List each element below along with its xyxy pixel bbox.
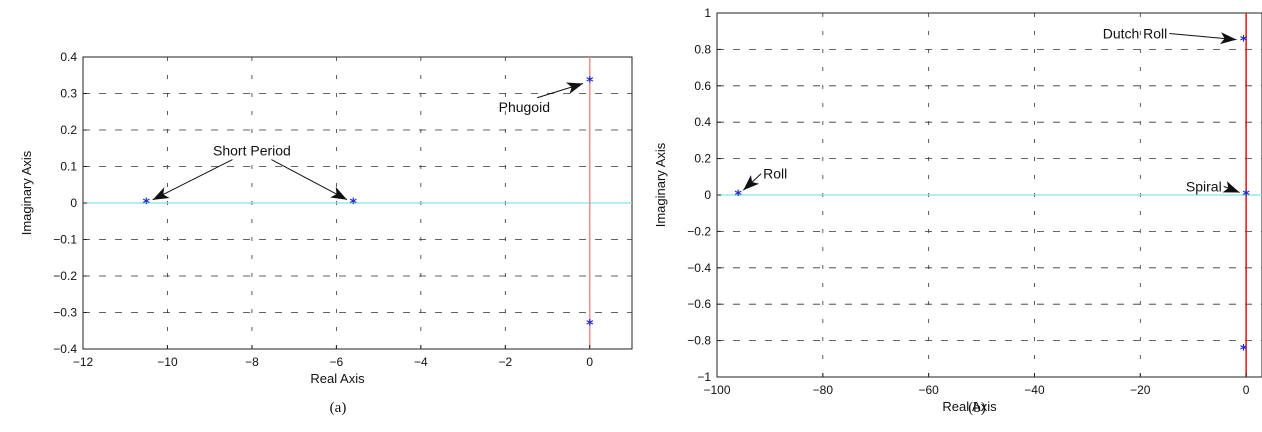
x-tick-label: −60 [918,383,939,397]
y-axis-label: Imaginary Axis [19,150,34,235]
y-tick-label: −0.4 [687,261,711,275]
annotation-arrow-head [1220,32,1237,45]
y-tick-label: 0.2 [694,152,711,166]
y-tick-label: −0.4 [53,342,77,356]
x-tick-label: −6 [330,355,344,369]
y-tick-label: −0.8 [687,334,711,348]
x-axis-label: Real Axis [942,399,997,414]
annotation-arrow-head [566,82,584,94]
x-tick-label: −12 [73,355,94,369]
annotation-arrow-head [152,187,170,200]
x-tick-label: −40 [1024,383,1045,397]
chart-panel-0: −12 −10 −8 −6 −4 −2 0 −0.4 −0.3 −0.2 −0.1 0 0.1 0.2 0.… [19,50,633,416]
x-tick-label: 0 [586,355,593,369]
y-tick-label: −0.3 [53,306,77,320]
annotation-arrow-head [1222,181,1240,193]
y-tick-label: 0.4 [694,115,711,129]
annotation-label: Dutch Roll [1103,25,1168,41]
y-tick-label: −0.2 [53,269,77,283]
y-tick-label: 0.1 [60,160,77,174]
pole-marker: * [1240,33,1248,49]
x-tick-label: −10 [157,355,178,369]
y-tick-label: 1 [704,6,711,20]
x-tick-label: −100 [703,383,730,397]
pole-marker: * [1240,343,1248,359]
x-tick-label: 0 [1243,383,1250,397]
y-tick-label: −0.1 [53,233,77,247]
pole-marker: * [735,188,743,204]
pole-marker: * [143,196,151,212]
pole-marker: * [586,74,594,90]
panel-caption: (a) [330,400,347,416]
annotation-label: Phugoid [499,99,550,115]
pole-marker: * [1242,188,1250,204]
y-tick-label: 0 [70,196,77,210]
pole-marker: * [350,196,358,212]
panel-caption: (b) [968,400,986,416]
y-axis-label: Imaginary Axis [653,142,668,227]
x-tick-label: −4 [414,355,428,369]
annotation-arrow-shaft [152,159,233,201]
chart-panel-1: −100 −80 −60 −40 −20 0 −1 −0.8 −0.6 −0.4 −0.2 0 0.2 0… [653,6,1262,416]
y-tick-label: −1 [697,370,711,384]
y-tick-label: −0.2 [687,224,711,238]
annotation-arrow-head [330,186,348,200]
annotation-label: Short Period [213,143,291,159]
y-tick-label: 0.3 [60,87,77,101]
x-tick-label: −8 [245,355,259,369]
pole-marker: * [586,318,594,334]
x-tick-label: −20 [1130,383,1151,397]
y-tick-label: 0.8 [694,42,711,56]
y-tick-label: 0 [704,188,711,202]
x-tick-label: −2 [498,355,512,369]
y-tick-label: 0.6 [694,79,711,93]
y-tick-label: 0.2 [60,123,77,137]
annotation-label: Spiral [1186,178,1222,194]
x-tick-label: −80 [813,383,834,397]
annotation-arrow-shaft [271,159,348,201]
annotation-label: Roll [763,166,787,182]
x-axis-label: Real Axis [310,371,365,386]
annotation-arrow-head [743,174,760,191]
y-tick-label: 0.4 [60,50,77,64]
y-tick-label: −0.6 [687,297,711,311]
